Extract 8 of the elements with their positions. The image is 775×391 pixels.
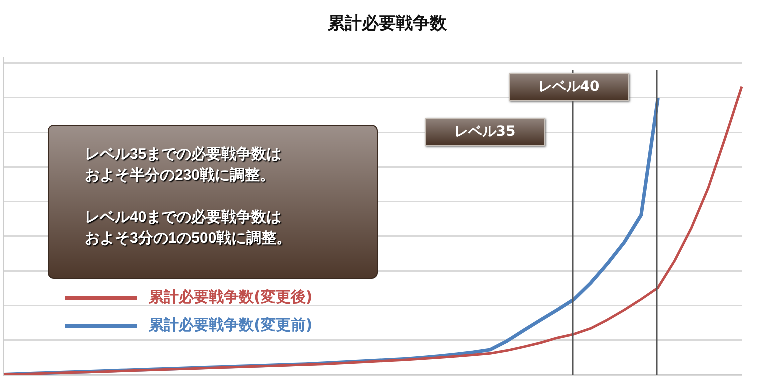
legend-label: 累計必要戦争数(変更後) [149,288,313,307]
callout-box: レベル35 [425,118,545,146]
callout-box: レベル40 [509,73,629,101]
annotation: レベル40までの必要戦争数はおよそ3分の1の500戦に調整。 [85,208,293,249]
annotation: レベル35までの必要戦争数はおよそ半分の230戦に調整。 [85,145,283,186]
text-box: レベル35までの必要戦争数はおよそ半分の230戦に調整。 レベル40までの必要戦争数はおよそ3分の1の500戦に調整。 [48,125,378,279]
chart-title: 累計必要戦争数 [327,13,448,35]
legend-label: 累計必要戦争数(変更前) [149,316,313,335]
